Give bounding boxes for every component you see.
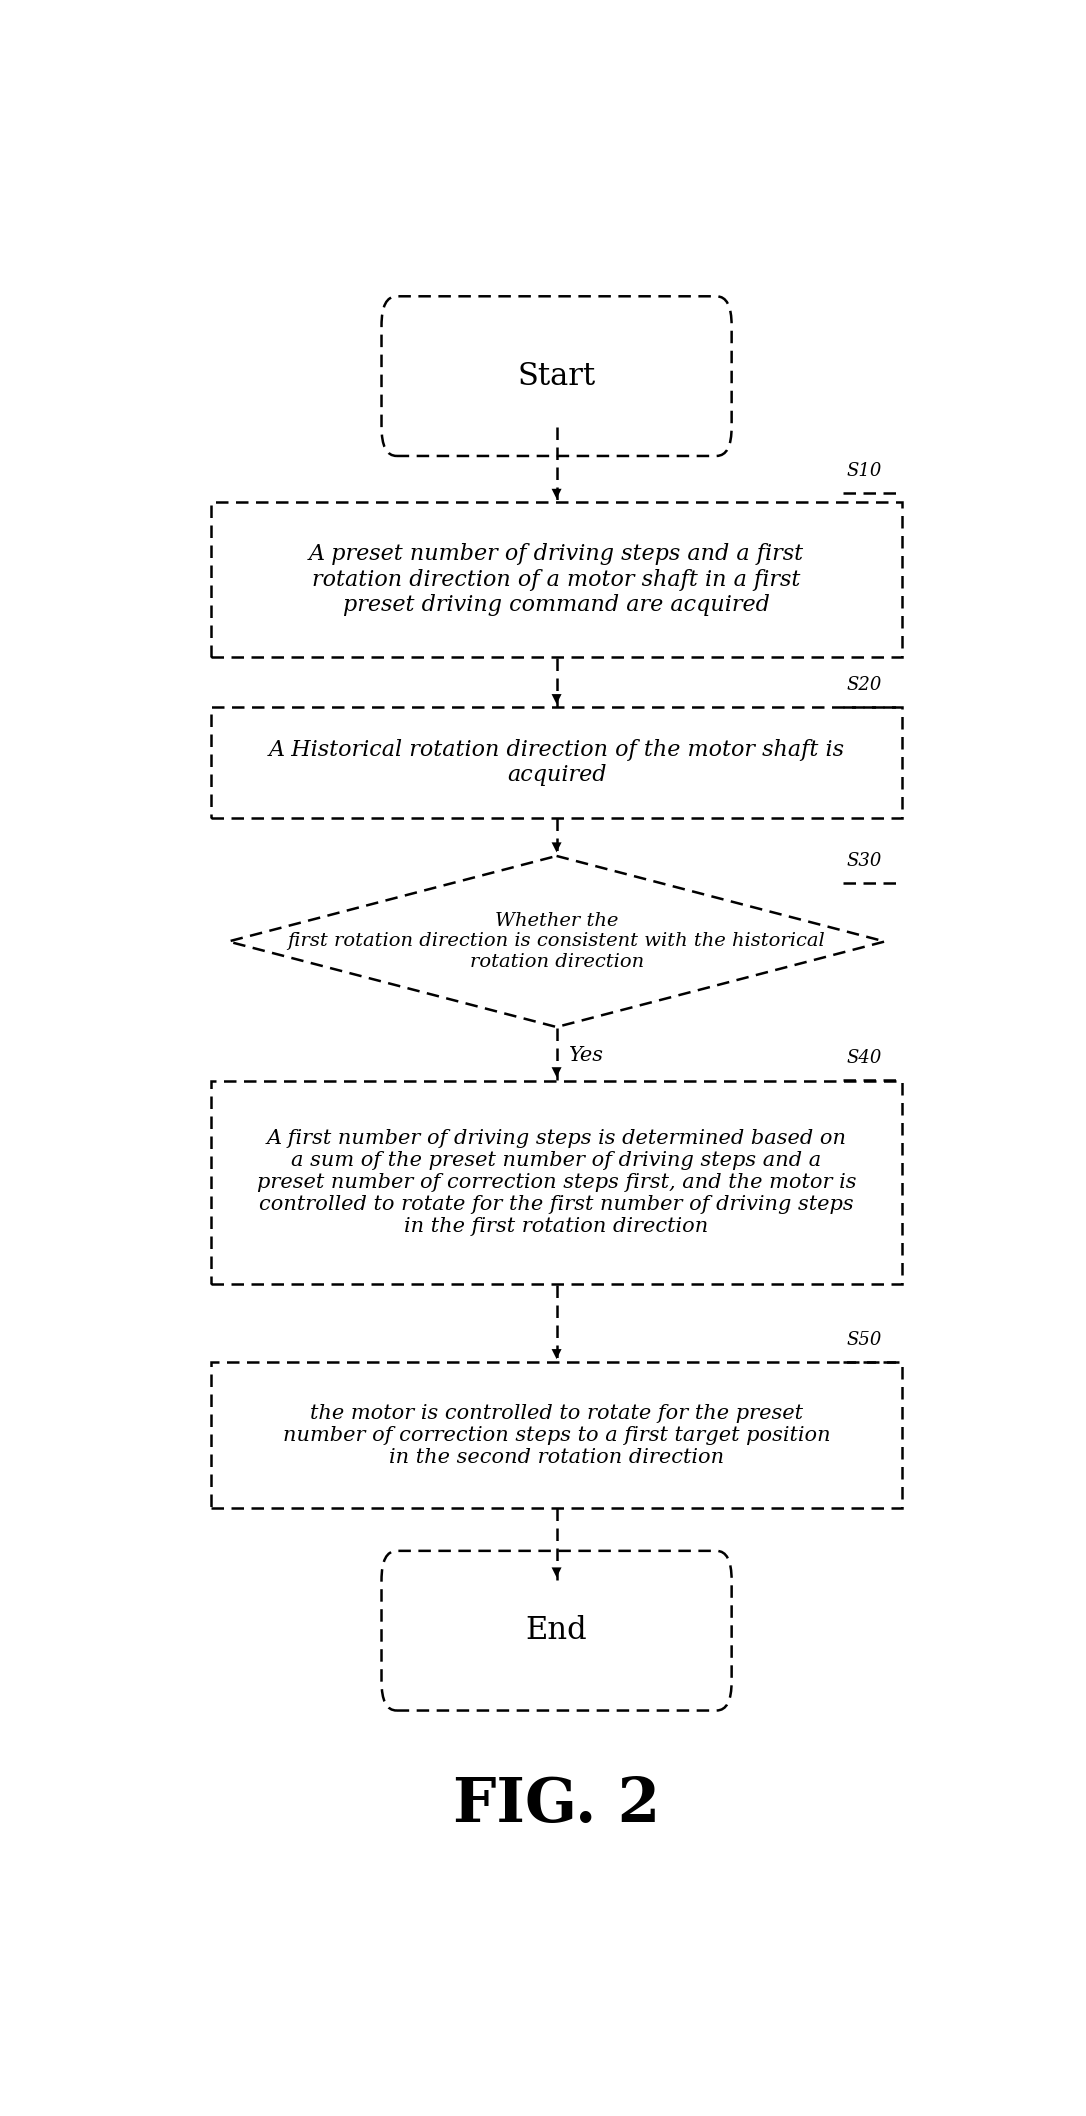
Text: S30: S30 xyxy=(847,853,882,870)
Text: S10: S10 xyxy=(847,463,882,480)
Text: S20: S20 xyxy=(847,675,882,694)
FancyBboxPatch shape xyxy=(212,501,901,658)
Text: FIG. 2: FIG. 2 xyxy=(453,1775,660,1835)
Text: S40: S40 xyxy=(847,1050,882,1066)
Text: A Historical rotation direction of the motor shaft is
acquired: A Historical rotation direction of the m… xyxy=(268,738,845,785)
Text: S50: S50 xyxy=(847,1331,882,1348)
Text: A preset number of driving steps and a first
rotation direction of a motor shaft: A preset number of driving steps and a f… xyxy=(310,544,804,616)
Text: Whether the
first rotation direction is consistent with the historical
rotation : Whether the first rotation direction is … xyxy=(288,912,825,971)
Text: A first number of driving steps is determined based on
a sum of the preset numbe: A first number of driving steps is deter… xyxy=(256,1130,857,1236)
FancyBboxPatch shape xyxy=(212,1363,901,1509)
FancyBboxPatch shape xyxy=(212,1081,901,1284)
Text: End: End xyxy=(526,1615,588,1646)
FancyBboxPatch shape xyxy=(381,296,732,455)
Text: the motor is controlled to rotate for the preset
number of correction steps to a: the motor is controlled to rotate for th… xyxy=(282,1403,831,1466)
Text: Yes: Yes xyxy=(569,1045,604,1064)
FancyBboxPatch shape xyxy=(212,707,901,817)
Text: Start: Start xyxy=(518,360,595,391)
FancyBboxPatch shape xyxy=(381,1551,732,1710)
Polygon shape xyxy=(228,857,885,1026)
